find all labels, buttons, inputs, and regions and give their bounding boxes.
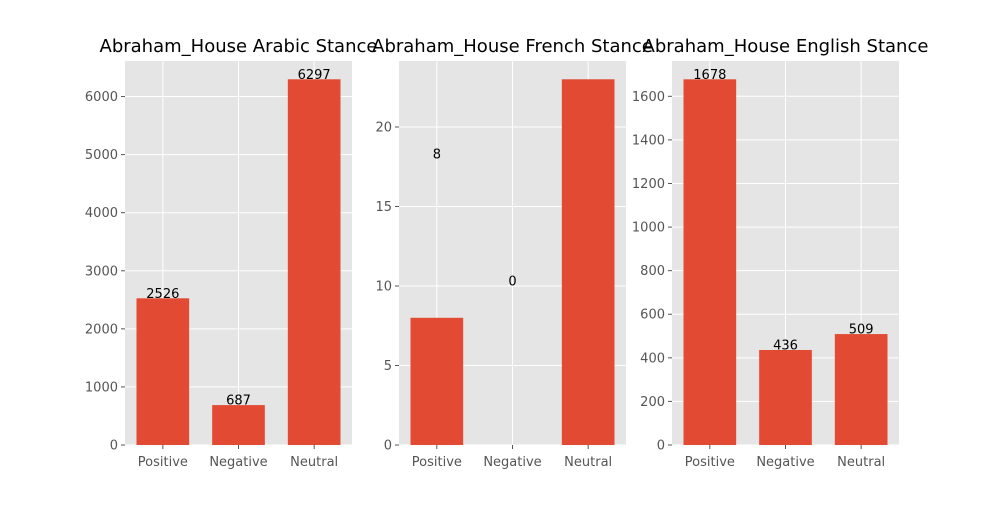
y-tick-label: 1000	[632, 221, 665, 236]
y-tick-label: 2000	[85, 322, 118, 337]
x-tick-label: Negative	[483, 455, 541, 470]
bar-positive	[683, 79, 737, 446]
bar-negative	[212, 405, 265, 445]
chart-title: Abraham_House Arabic Stance	[100, 36, 378, 57]
bar-neutral	[287, 79, 341, 446]
y-tick-label: 1000	[85, 380, 118, 395]
chart-panel-1: 0 1000 2000 3000 4000 5000 6000 Positive Negativ…	[85, 36, 378, 470]
y-tick-label: 5	[384, 359, 392, 374]
data-label: 687	[226, 394, 251, 409]
y-tick-label: 200	[640, 395, 665, 410]
bar-positive	[136, 298, 190, 445]
data-label: 1678	[693, 68, 726, 83]
y-tick-label: 6000	[85, 90, 118, 105]
y-tick-label: 15	[375, 200, 392, 215]
x-tick-label: Neutral	[290, 455, 338, 470]
x-tick-label: Positive	[138, 455, 188, 470]
data-label: 0	[508, 274, 516, 289]
y-tick-label: 0	[657, 439, 665, 454]
data-label: 2526	[146, 287, 179, 302]
x-tick-label: Neutral	[837, 455, 885, 470]
chart-panel-3: 0 200 400 600 800 1000 1200 1400 1600 Positive Neg…	[632, 36, 929, 470]
data-label: 6297	[298, 68, 331, 83]
y-tick-label: 1600	[632, 90, 665, 105]
bar-positive	[410, 317, 464, 445]
y-tick-label: 400	[640, 351, 665, 366]
y-tick-label: 4000	[85, 206, 118, 221]
data-label: 8	[433, 147, 441, 162]
y-tick-label: 0	[110, 439, 118, 454]
y-tick-label: 1200	[632, 177, 665, 192]
x-tick-label: Positive	[685, 455, 735, 470]
y-tick-label: 800	[640, 264, 665, 279]
chart-title: Abraham_House French Stance	[372, 36, 653, 57]
data-label: 436	[773, 338, 798, 353]
y-tick-label: 5000	[85, 148, 118, 163]
x-tick-label: Negative	[756, 455, 814, 470]
y-tick-label: 10	[375, 279, 392, 294]
y-tick-label: 600	[640, 308, 665, 323]
x-tick-label: Positive	[412, 455, 462, 470]
bar-neutral	[834, 334, 888, 445]
y-tick-label: 0	[384, 439, 392, 454]
y-tick-label: 1400	[632, 133, 665, 148]
data-label: 509	[849, 323, 874, 338]
chart-panel-2: 0 5 10 15 20 Positive Negative Neutral 8 0 Abraham…	[372, 36, 653, 470]
x-tick-label: Neutral	[564, 455, 612, 470]
y-tick-label: 20	[375, 120, 392, 135]
bar-neutral	[561, 79, 615, 446]
bar-negative	[759, 349, 812, 445]
y-tick-label: 3000	[85, 264, 118, 279]
x-tick-label: Negative	[209, 455, 267, 470]
chart-title: Abraham_House English Stance	[643, 36, 929, 57]
